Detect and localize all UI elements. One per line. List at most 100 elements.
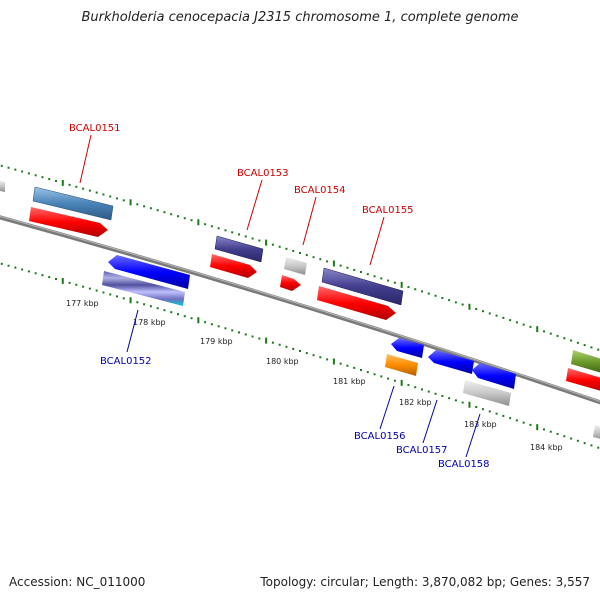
accession-text: Accession: NC_011000 [9,575,146,589]
minor-tick [102,291,105,294]
minor-tick [278,343,281,346]
gene-feature [463,380,511,406]
gene-feature [391,338,424,358]
minor-tick [244,235,247,238]
minor-tick [95,191,98,194]
minor-tick [0,164,3,167]
minor-tick [590,444,593,447]
minor-tick [509,319,512,322]
minor-tick [21,268,24,271]
genome-backbone [0,215,600,405]
minor-tick [319,258,322,261]
gene-features [0,181,600,439]
gene-labels: BCAL0151 BCAL0153 BCAL0154 BCAL0155 BCAL… [69,123,490,470]
minor-tick [353,268,356,271]
minor-tick [563,337,566,340]
minor-tick [380,375,383,378]
minor-tick [326,358,329,361]
minor-tick [41,274,44,277]
minor-tick [27,270,30,273]
minor-tick [7,166,10,169]
minor-tick [251,237,254,240]
minor-tick [34,272,37,275]
minor-tick [448,397,451,400]
gene-feature [280,275,301,291]
minor-tick [522,323,525,326]
gene-label-bcal0154: BCAL0154 [294,185,346,196]
minor-tick [346,266,349,269]
gene-feature [593,425,600,439]
gene-label-bcal0155: BCAL0155 [362,205,414,216]
minor-tick [305,254,308,257]
gene-feature [321,267,404,306]
minor-tick [48,276,51,279]
minor-tick [346,364,349,367]
minor-tick [549,332,552,335]
minor-tick [427,292,430,295]
major-tick [332,358,335,365]
minor-tick [380,277,383,280]
gene-label-bcal0151: BCAL0151 [69,123,121,134]
minor-tick [305,352,308,355]
minor-tick [292,249,295,252]
minor-tick [583,442,586,445]
inner-tick-track [0,262,600,449]
minor-tick [258,337,261,340]
minor-tick [122,199,125,202]
minor-tick [27,172,30,175]
minor-tick [136,203,139,206]
minor-tick [34,174,37,177]
gene-feature [284,257,307,275]
minor-tick [116,197,118,200]
major-tick [536,424,539,431]
minor-tick [156,307,159,310]
gene-feature [385,354,418,376]
minor-tick [231,329,234,332]
minor-tick [434,294,437,297]
minor-tick [366,273,369,276]
minor-tick [258,239,261,242]
major-tick [265,337,268,344]
minor-tick [170,311,173,314]
minor-tick [238,331,240,334]
major-tick [197,317,200,324]
major-tick [129,199,132,206]
minor-tick [163,211,166,214]
gene-feature [472,363,516,389]
gene-feature [214,235,264,263]
minor-tick [136,301,139,304]
minor-tick [285,345,288,348]
minor-tick [461,401,464,404]
minor-tick [454,301,457,304]
minor-tick [285,247,288,250]
gene-label-bcal0157: BCAL0157 [396,445,448,456]
major-tick [332,260,335,267]
minor-tick [177,215,179,218]
major-tick [129,297,132,304]
minor-tick [576,341,579,344]
minor-tick [482,408,484,411]
minor-tick [204,223,207,226]
minor-tick [55,180,57,182]
label-leaders [79,134,481,458]
minor-tick [515,419,518,422]
minor-tick [590,346,593,349]
minor-tick [360,369,362,371]
gene-feature [571,350,600,373]
minor-tick [454,399,457,402]
minor-tick [583,344,586,347]
scale-label: 184 kbp [530,443,563,452]
major-tick [468,303,471,310]
minor-tick [217,227,220,230]
minor-tick [143,303,146,306]
minor-tick [48,178,51,181]
scale-label: 183 kbp [464,420,497,429]
minor-tick [495,314,498,317]
minor-tick [482,310,484,313]
minor-tick [143,205,146,208]
gene-feature [29,207,108,237]
minor-tick [68,281,71,284]
minor-tick [299,252,301,254]
minor-tick [88,189,91,192]
minor-tick [14,266,17,269]
